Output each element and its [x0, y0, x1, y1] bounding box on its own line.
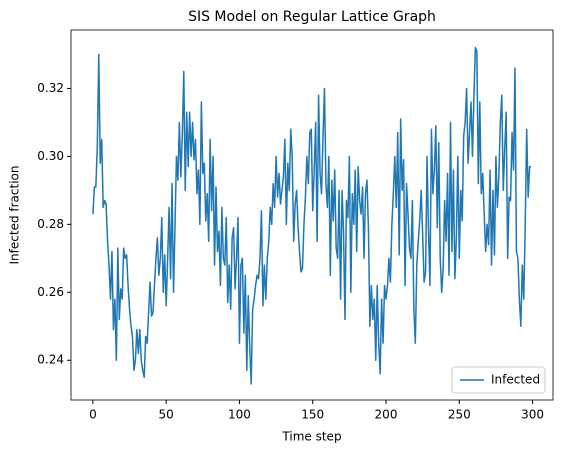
- x-tick-label: 250: [448, 408, 471, 422]
- chart-title: SIS Model on Regular Lattice Graph: [188, 9, 436, 25]
- plot-frame: [70, 29, 554, 401]
- data-line: [92, 46, 532, 385]
- y-tick-label: 0.30: [37, 149, 64, 163]
- x-tick-label: 0: [89, 408, 97, 422]
- x-tick-label: 200: [375, 408, 398, 422]
- y-tick-label: 0.26: [37, 285, 64, 299]
- x-tick-label: 100: [228, 408, 251, 422]
- y-tick-label: 0.32: [37, 81, 64, 95]
- x-axis-label: Time step: [281, 430, 341, 444]
- x-tick-label: 150: [301, 408, 324, 422]
- legend-box: [451, 366, 546, 394]
- y-axis-label: Infected fraction: [8, 166, 22, 265]
- y-tick-label: 0.24: [37, 353, 64, 367]
- x-tick-label: 300: [521, 408, 544, 422]
- legend-label: Infected: [491, 373, 540, 387]
- x-tick-label: 50: [159, 408, 174, 422]
- y-tick-label: 0.28: [37, 217, 64, 231]
